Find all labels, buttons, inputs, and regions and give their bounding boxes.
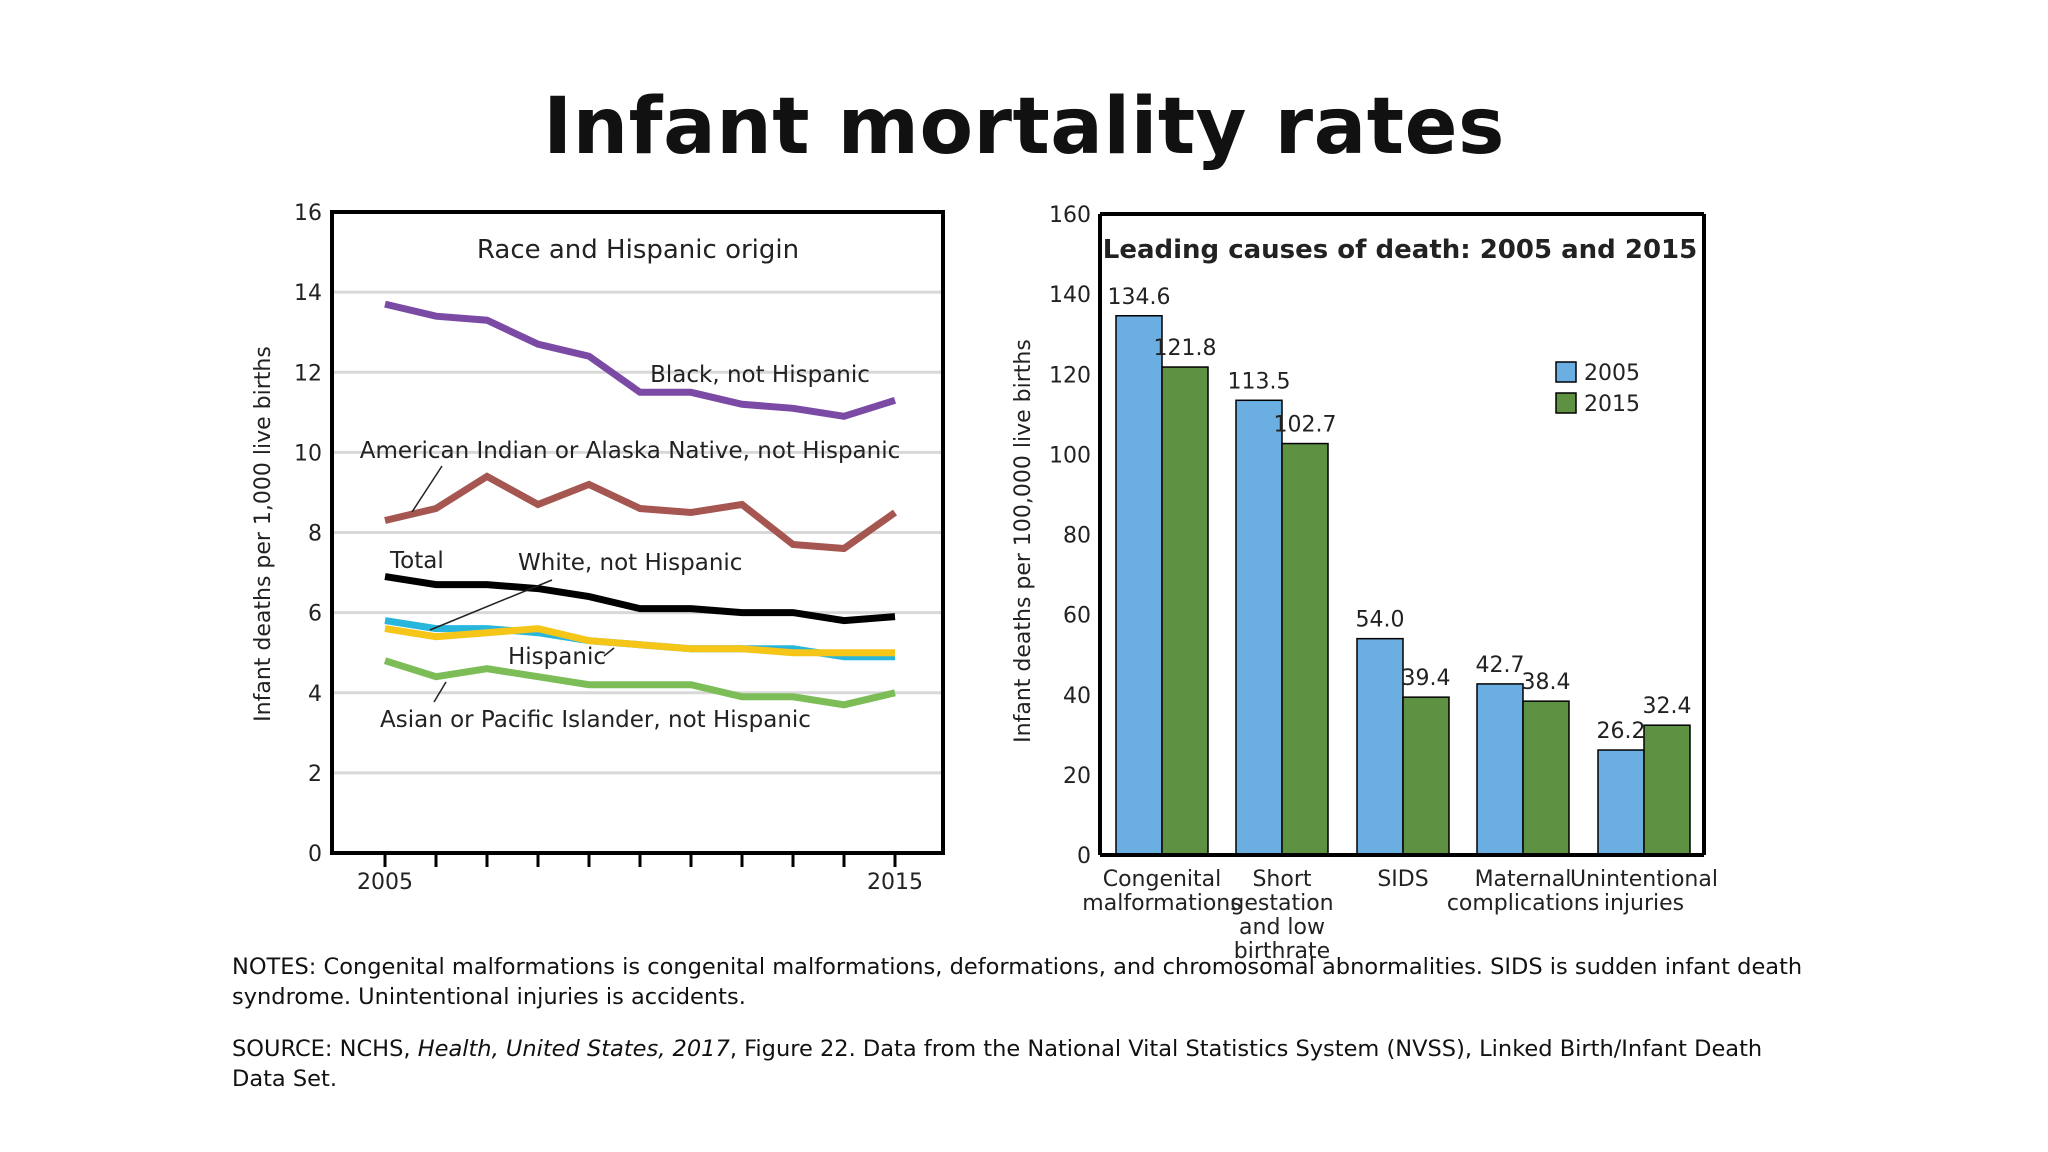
plot-frame (330, 210, 945, 855)
series-line (384, 573, 896, 625)
bar (1597, 749, 1645, 856)
source-text: SOURCE: NCHS, Health, United States, 201… (232, 1034, 1812, 1094)
bar-value-label: 38.4 (1522, 670, 1571, 695)
series-label: Black, not Hispanic (650, 362, 870, 388)
label-leader (433, 681, 447, 703)
y-tick-label: 10 (294, 441, 322, 466)
series-label: Asian or Pacific Islander, not Hispanic (380, 707, 811, 733)
bar (1522, 700, 1570, 856)
series-line (384, 625, 895, 657)
y-tick-label: 4 (308, 682, 322, 707)
bar-value-label: 54.0 (1356, 608, 1405, 633)
bar (1115, 315, 1163, 856)
bar-value-label: 102.7 (1274, 413, 1337, 438)
series-label: Hispanic (508, 644, 606, 670)
category-label: Short (1252, 867, 1311, 892)
series-label: Total (389, 548, 444, 574)
bar (1402, 696, 1450, 856)
series-label: American Indian or Alaska Native, not Hi… (360, 438, 901, 464)
x-tick-label: 2015 (867, 870, 923, 895)
x-tick-label: 2005 (357, 870, 413, 895)
legend-label: 2005 (1584, 361, 1640, 386)
y-tick-label: 160 (1049, 203, 1091, 228)
category-label: birthrate (1234, 939, 1330, 964)
y-tick-label: 120 (1049, 363, 1091, 388)
source-prefix: SOURCE: NCHS, (232, 1036, 418, 1062)
notes-text: NOTES: Congenital malformations is conge… (232, 954, 1803, 1010)
y-tick-label: 2 (308, 762, 322, 787)
category-label: and low (1239, 915, 1325, 940)
bar-value-label: 32.4 (1643, 694, 1692, 719)
y-tick-label: 100 (1049, 443, 1091, 468)
y-tick-label: 80 (1063, 524, 1091, 549)
series-line (384, 300, 897, 420)
label-leader (411, 465, 443, 513)
y-tick-label: 6 (308, 602, 322, 627)
bar (1281, 442, 1329, 856)
series-line (384, 472, 898, 553)
category-label: malformations (1082, 891, 1241, 916)
bar (1235, 399, 1283, 856)
category-label: Congenital (1103, 867, 1222, 892)
y-tick-label: 8 (308, 522, 322, 547)
legend-swatch (1555, 361, 1577, 383)
y-tick-label: 140 (1049, 283, 1091, 308)
legend-swatch (1555, 392, 1577, 414)
series-line (383, 657, 896, 709)
y-tick-label: 12 (294, 361, 322, 386)
y-tick-label: 14 (294, 281, 322, 306)
y-tick-label: 40 (1063, 684, 1091, 709)
category-label: complications (1447, 891, 1599, 916)
y-tick-label: 16 (294, 201, 322, 226)
bar-value-label: 121.8 (1154, 336, 1217, 361)
bar (1356, 637, 1404, 856)
chart-title: Leading causes of death: 2005 and 2015 (1103, 235, 1697, 265)
y-axis-label: Infant deaths per 1,000 live births (251, 346, 276, 722)
category-label: Maternal (1475, 867, 1572, 892)
source-publication: Health, United States, 2017 (417, 1036, 730, 1062)
slide-title: Infant mortality rates (543, 82, 1505, 172)
y-tick-label: 0 (308, 842, 322, 867)
category-label: SIDS (1377, 867, 1428, 892)
bar (1643, 724, 1691, 856)
bar (1161, 366, 1209, 856)
bar-value-label: 134.6 (1108, 285, 1171, 310)
bar (1476, 683, 1524, 856)
y-tick-label: 0 (1077, 844, 1091, 869)
legend-label: 2015 (1584, 392, 1640, 417)
bar-value-label: 113.5 (1228, 369, 1291, 394)
category-label: injuries (1604, 891, 1684, 916)
y-tick-label: 60 (1063, 604, 1091, 629)
y-tick-label: 20 (1063, 764, 1091, 789)
category-label: gestation (1230, 891, 1333, 916)
bar-value-label: 26.2 (1597, 719, 1646, 744)
label-leader (603, 647, 615, 657)
bar-value-label: 39.4 (1402, 666, 1451, 691)
series-label: White, not Hispanic (518, 550, 742, 576)
label-leader (429, 579, 553, 631)
source-suffix: , Figure 22. Data from the National Vita… (232, 1036, 1763, 1092)
chart-title: Race and Hispanic origin (477, 235, 799, 265)
bar-value-label: 42.7 (1476, 653, 1525, 678)
category-label: Unintentional (1570, 867, 1718, 892)
y-axis-label: Infant deaths per 100,000 live births (1011, 339, 1036, 743)
